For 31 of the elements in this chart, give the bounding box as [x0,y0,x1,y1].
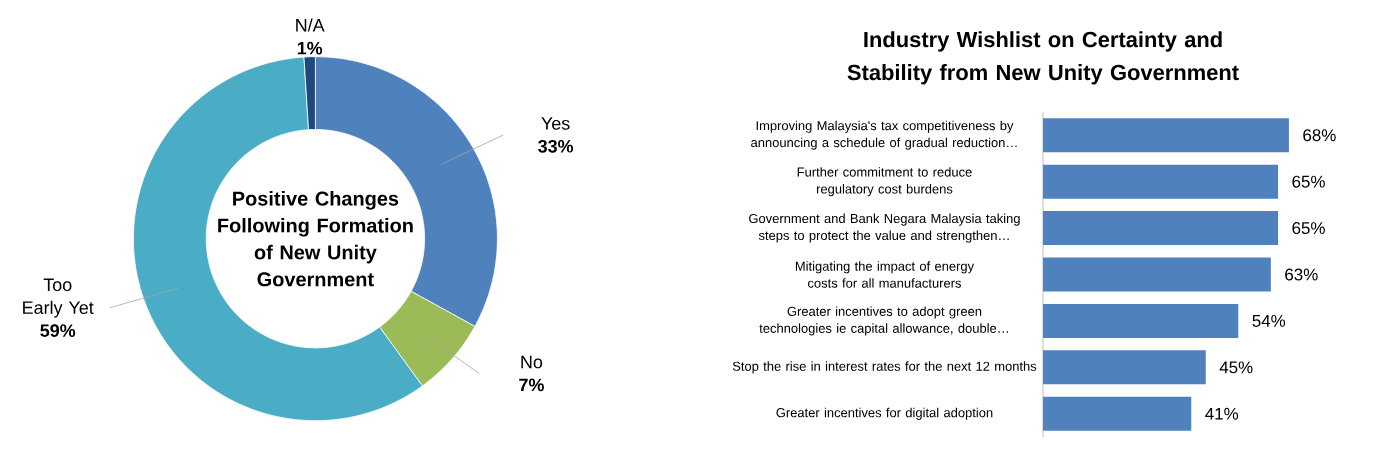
data-label: 65% [1292,222,1325,235]
bar [1043,303,1239,338]
data-label: 45% [1219,361,1253,374]
data-label: 33% [538,139,574,153]
y-tick-label: Mitigating the impact of energy costs for all manufacturers [795,261,975,288]
data-label: 41% [1205,407,1239,420]
y-tick-label: Further commitment to reduce regulatory cost burdens [797,167,972,197]
y-tick-label: Greater incentives for digital adoption [776,407,993,420]
data-label: 54% [1252,314,1286,327]
bar [1043,396,1192,431]
chart-title: Industry Wishlist on Certainty and Stability from New Unity Government [847,31,1239,85]
y-tick-label: Government and Bank Negara Malaysia taking steps to protect the value and strengthen… [749,213,1020,243]
data-label: 7% [519,378,544,392]
slice-label: No [521,355,543,369]
y-tick-label: Stop the rise in interest rates for the next 12 months [732,361,1037,374]
bar [1043,257,1271,292]
data-label: 1% [297,41,323,55]
data-label: 63% [1285,268,1318,281]
slice-label: Too Early Yet [23,278,94,318]
bar [1043,211,1279,246]
slice-label: Yes [541,117,570,130]
data-label: 68% [1303,129,1336,142]
bar [1043,164,1279,199]
text: Positive Changes Following Formation of New Unity Government [218,191,413,287]
slice-label: N/A [296,18,325,32]
bar [1043,350,1206,385]
y-tick-label: Improving Malaysia's tax competitiveness by announcing a schedule of gradual reduction… [751,120,1017,150]
bar [1043,118,1289,153]
data-label: 65% [1292,175,1325,188]
data-label: 59% [40,324,76,337]
y-tick-label: Greater incentives to adopt green technologies ie capital allowance, double… [759,306,1008,336]
